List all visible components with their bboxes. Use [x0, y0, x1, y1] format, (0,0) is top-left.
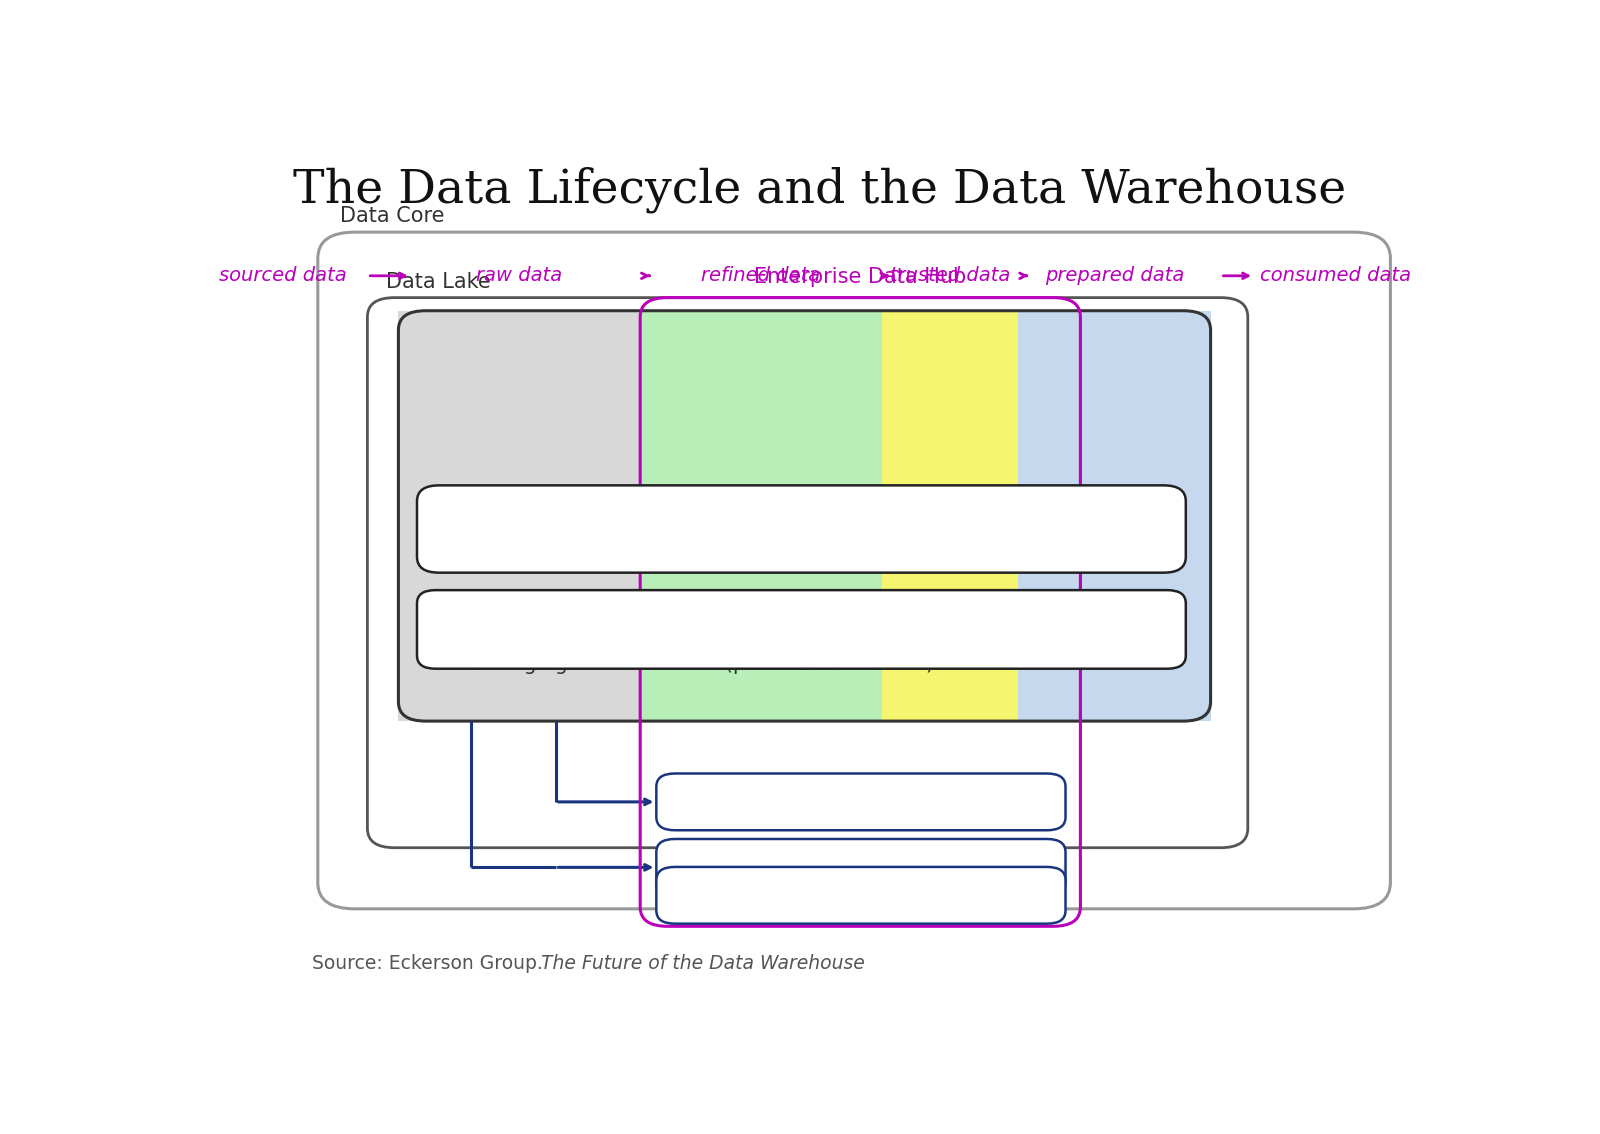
- Text: The Future of the Data Warehouse: The Future of the Data Warehouse: [541, 954, 864, 973]
- FancyBboxPatch shape: [418, 485, 1186, 573]
- Text: Data Warehouses: Data Warehouses: [770, 792, 952, 812]
- Text: trusted data: trusted data: [890, 266, 1010, 286]
- Bar: [398, 311, 640, 721]
- Bar: [882, 311, 1018, 721]
- Text: analytical data
(profiled & modeled): analytical data (profiled & modeled): [725, 628, 934, 674]
- FancyBboxPatch shape: [656, 866, 1066, 924]
- Text: Data Core: Data Core: [341, 206, 445, 226]
- Text: raw data: raw data: [477, 266, 563, 286]
- Text: Operational Data Store: Operational Data Store: [741, 886, 981, 905]
- Text: Data Lake: Data Lake: [386, 271, 491, 291]
- Text: Source: Eckerson Group.: Source: Eckerson Group.: [312, 954, 549, 973]
- Text: exploratory
data: exploratory data: [1056, 628, 1173, 674]
- Text: prepared data: prepared data: [1045, 266, 1184, 286]
- Text: The Data Lifecycle and the Data Warehouse: The Data Lifecycle and the Data Warehous…: [293, 167, 1347, 213]
- Text: sourced data: sourced data: [219, 266, 346, 286]
- FancyBboxPatch shape: [656, 773, 1066, 830]
- Text: consumed data: consumed data: [1261, 266, 1411, 286]
- Text: data landing
& staging: data landing & staging: [456, 628, 582, 674]
- FancyBboxPatch shape: [656, 839, 1066, 896]
- FancyBboxPatch shape: [368, 297, 1248, 848]
- Bar: [640, 311, 882, 721]
- Text: NoSQL: NoSQL: [762, 517, 842, 541]
- FancyBboxPatch shape: [418, 590, 1186, 669]
- Text: Master Data Repository: Master Data Repository: [739, 857, 984, 878]
- Text: Enterprise Data Hub: Enterprise Data Hub: [754, 268, 966, 287]
- FancyBboxPatch shape: [318, 232, 1390, 908]
- Bar: [1019, 311, 1211, 721]
- Text: refined data: refined data: [701, 266, 821, 286]
- Text: Hive & SQL-on-Hadoop: Hive & SQL-on-Hadoop: [666, 617, 938, 642]
